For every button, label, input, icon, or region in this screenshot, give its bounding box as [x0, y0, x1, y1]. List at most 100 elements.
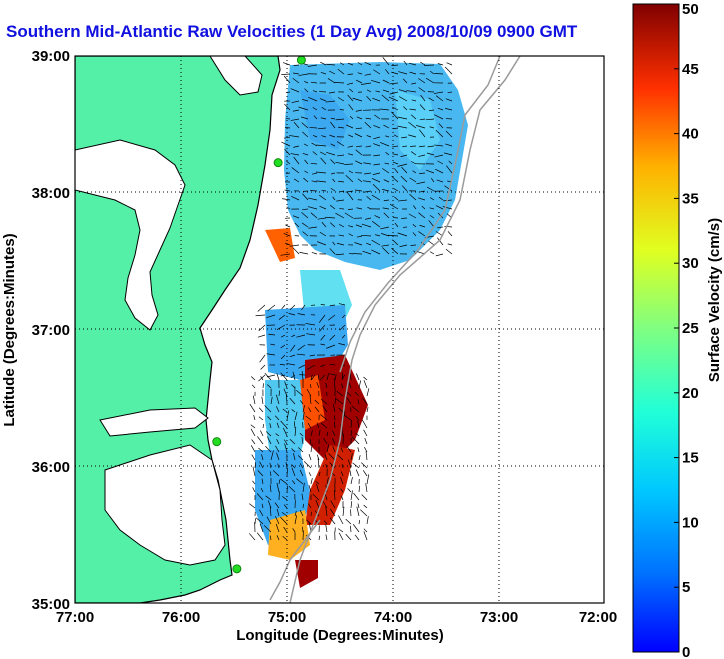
- colorbar-tick-label: 15: [682, 450, 699, 467]
- velocity-arrow: [282, 62, 291, 66]
- velocity-arrow: [276, 452, 280, 461]
- velocity-arrow: [329, 517, 336, 525]
- velocity-arrow: [371, 249, 381, 255]
- velocity-arrow: [332, 196, 336, 201]
- velocity-arrow: [357, 178, 363, 183]
- velocity-arrow: [433, 91, 444, 94]
- velocity-arrow: [434, 114, 444, 120]
- velocity-arrow: [294, 421, 296, 429]
- velocity-arrow: [329, 248, 336, 255]
- velocity-arrow: [320, 414, 328, 421]
- velocity-arrow: [267, 416, 272, 421]
- velocity-arrow: [261, 454, 264, 461]
- y-tick-label: 36:00: [32, 459, 70, 476]
- velocity-arrow: [437, 160, 444, 165]
- velocity-arrow: [319, 231, 327, 237]
- colorbar-tick-label: 0: [682, 644, 690, 659]
- velocity-arrow: [428, 240, 435, 246]
- velocity-arrow: [302, 503, 305, 509]
- velocity-arrow: [270, 450, 274, 461]
- velocity-arrow: [329, 304, 336, 307]
- velocity-arrow: [392, 106, 399, 111]
- velocity-arrow: [261, 478, 264, 485]
- velocity-arrow: [325, 216, 336, 219]
- velocity-arrow: [280, 334, 286, 338]
- velocity-arrow: [372, 97, 381, 102]
- velocity-arrow: [250, 445, 256, 453]
- velocity-arrow: [401, 136, 408, 139]
- velocity-arrow: [419, 61, 426, 66]
- velocity-arrow: [319, 205, 327, 210]
- velocity-arrow: [419, 104, 426, 111]
- velocity-arrow: [285, 461, 288, 469]
- velocity-arrow: [350, 490, 353, 501]
- velocity-arrow: [258, 407, 264, 413]
- velocity-arrow: [320, 343, 326, 346]
- velocity-arrow: [328, 314, 336, 321]
- velocity-arrow: [330, 172, 336, 175]
- velocity-arrow: [425, 118, 435, 121]
- velocity-arrow: [325, 524, 328, 533]
- velocity-arrow: [351, 405, 360, 413]
- velocity-arrow: [402, 145, 408, 148]
- velocity-arrow: [289, 135, 300, 138]
- velocity-arrow: [326, 477, 329, 485]
- velocity-arrow: [293, 453, 296, 461]
- velocity-arrow: [436, 237, 444, 246]
- velocity-arrow: [361, 462, 368, 469]
- velocity-arrow: [334, 397, 337, 405]
- velocity-arrow: [435, 95, 444, 102]
- velocity-arrow: [310, 430, 313, 437]
- velocity-arrow: [354, 242, 363, 246]
- velocity-arrow: [337, 68, 345, 75]
- velocity-arrow: [380, 226, 390, 230]
- velocity-arrow: [340, 488, 344, 493]
- velocity-arrow: [281, 141, 291, 147]
- velocity-arrow: [389, 91, 399, 95]
- velocity-arrow: [286, 394, 288, 405]
- velocity-arrow: [363, 528, 368, 533]
- radar-station-marker: [212, 437, 222, 447]
- velocity-arrow: [289, 397, 296, 405]
- velocity-arrow: [430, 177, 435, 183]
- velocity-arrow: [349, 470, 352, 477]
- velocity-arrow: [281, 511, 288, 517]
- velocity-arrow: [250, 428, 256, 437]
- velocity-arrow: [444, 185, 453, 192]
- velocity-arrow: [335, 118, 345, 121]
- velocity-arrow: [445, 98, 453, 102]
- velocity-arrow: [446, 62, 453, 66]
- velocity-arrow: [286, 160, 291, 165]
- velocity-arrow: [298, 106, 309, 111]
- velocity-arrow: [334, 374, 337, 381]
- velocity-arrow: [320, 422, 328, 429]
- velocity-arrow: [362, 470, 368, 477]
- velocity-arrow: [411, 99, 417, 102]
- velocity-arrow: [410, 244, 417, 246]
- velocity-arrow: [319, 98, 327, 102]
- velocity-arrow: [316, 144, 327, 147]
- velocity-arrow: [275, 445, 280, 453]
- velocity-arrow: [291, 334, 296, 338]
- velocity-arrow: [280, 420, 288, 429]
- velocity-arrow: [253, 414, 256, 421]
- velocity-arrow: [329, 373, 336, 376]
- velocity-arrow: [332, 446, 336, 453]
- velocity-arrow: [261, 503, 264, 509]
- velocity-arrow: [444, 225, 453, 228]
- velocity-arrow: [298, 364, 306, 369]
- velocity-arrow: [447, 231, 453, 237]
- colorbar-gradient: [632, 3, 680, 653]
- velocity-arrow: [326, 431, 329, 437]
- velocity-arrow: [296, 353, 306, 356]
- velocity-arrow: [403, 60, 408, 66]
- velocity-arrow: [435, 205, 444, 210]
- velocity-arrow: [291, 448, 296, 453]
- velocity-arrow: [356, 235, 363, 238]
- plot-frame: [74, 55, 605, 604]
- velocity-arrow: [327, 78, 336, 84]
- velocity-arrow: [426, 186, 435, 192]
- velocity-arrow: [343, 414, 352, 421]
- velocity-arrow: [282, 496, 288, 501]
- velocity-arrow: [308, 97, 318, 102]
